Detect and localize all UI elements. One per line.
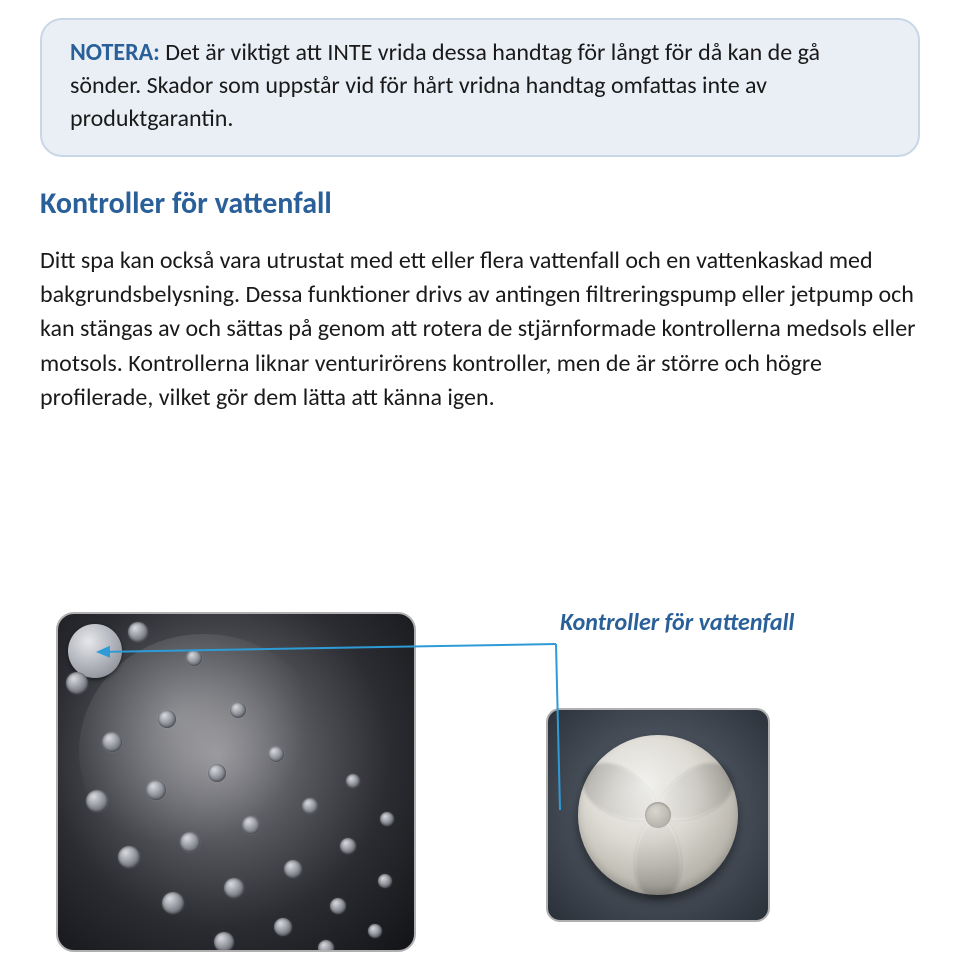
jet-icon [230,702,246,718]
jet-icon [146,780,166,800]
jet-icon [162,892,184,914]
jet-icon [224,878,244,898]
jet-icon [186,650,202,666]
jet-icon [128,622,148,642]
jet-icon [346,774,360,788]
jet-icon [86,790,108,812]
jet-icon [380,812,394,826]
jet-icon [274,918,292,936]
jet-icon [368,924,382,938]
section-heading: Kontroller för vattenfall [40,185,920,222]
jet-icon [330,898,346,914]
notice-label: NOTERA: [70,38,160,67]
notice-text: Det är viktigt att INTE vrida dessa hand… [70,38,820,133]
notice-callout: NOTERA: Det är viktigt att INTE vrida de… [40,18,920,157]
jet-icon [208,764,226,782]
jet-icon [284,860,302,878]
waterfall-control-knob-icon [68,624,122,678]
jet-icon [318,940,334,952]
jet-icon [118,846,140,868]
figure-area: Kontroller för vattenfall [0,578,960,958]
jet-icon [242,816,260,834]
figure-control-knob-closeup [546,708,770,922]
jet-icon [340,838,356,854]
jet-icon [302,798,318,814]
figure-spa-interior [56,612,416,952]
jet-icon [102,732,122,752]
jet-icon [180,832,200,852]
jet-icon [214,932,234,952]
star-knob-icon [578,735,738,895]
jet-icon [158,710,176,728]
jet-icon [378,874,392,888]
body-paragraph: Ditt spa kan också vara utrustat med ett… [40,244,920,414]
jet-icon [66,672,88,694]
figure-caption: Kontroller för vattenfall [560,608,794,637]
jet-icon [268,746,284,762]
